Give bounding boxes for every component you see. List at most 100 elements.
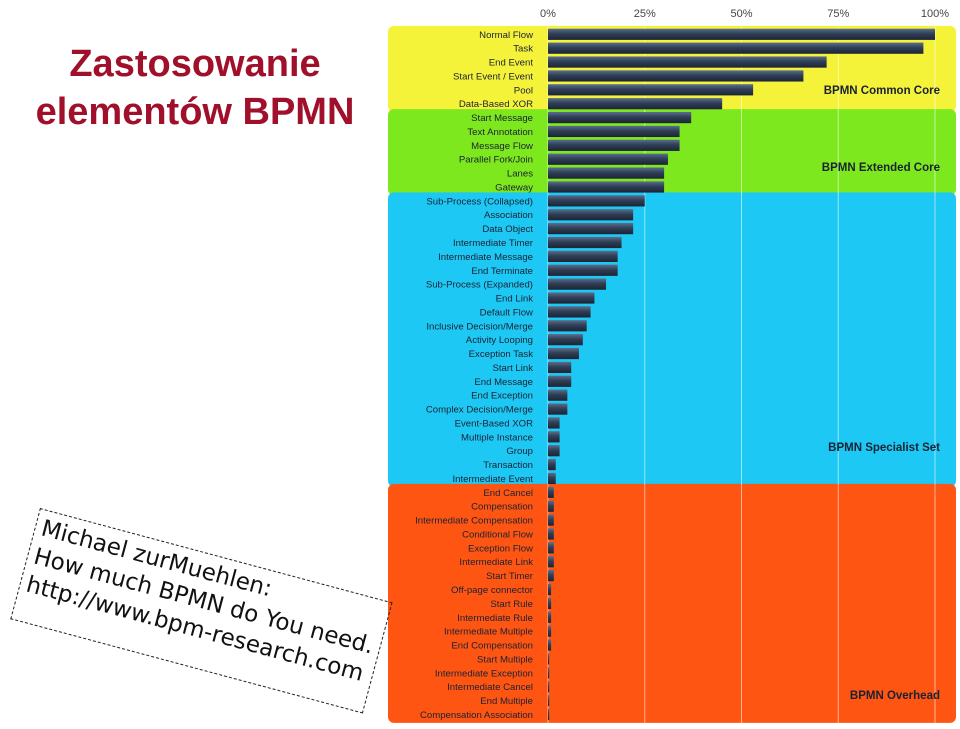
category-label: Complex Decision/Merge <box>426 405 533 416</box>
category-label: Intermediate Exception <box>435 668 533 679</box>
bar <box>548 209 634 221</box>
bar <box>548 708 550 721</box>
category-label: Multiple Instance <box>461 432 533 443</box>
bar <box>548 431 560 443</box>
category-label: Data-Based XOR <box>459 99 533 110</box>
group-panel <box>388 192 956 487</box>
category-label: Parallel Fork/Join <box>459 155 533 166</box>
bar <box>548 486 554 498</box>
category-label: End Terminate <box>471 266 533 277</box>
x-tick-label: 100% <box>921 8 949 20</box>
bar <box>548 445 560 457</box>
bar <box>548 28 935 40</box>
bar <box>548 625 552 637</box>
bar <box>548 472 556 485</box>
bar <box>548 56 827 68</box>
bar <box>548 500 554 512</box>
bar <box>548 195 645 207</box>
slide-title-line: elementów BPMN <box>35 91 355 133</box>
category-label: End Multiple <box>480 696 533 707</box>
category-label: Intermediate Message <box>438 252 533 263</box>
bar <box>548 306 591 318</box>
bar <box>548 278 607 290</box>
bar <box>548 417 560 429</box>
category-label: Gateway <box>495 182 533 193</box>
category-label: Default Flow <box>480 307 533 318</box>
category-label: End Message <box>474 377 533 388</box>
bar <box>548 167 665 179</box>
category-label: Exception Task <box>469 349 534 360</box>
bar <box>548 389 568 401</box>
x-tick-label: 50% <box>730 8 752 20</box>
bar <box>548 223 634 235</box>
category-label: Activity Looping <box>466 335 533 346</box>
category-label: Group <box>506 446 533 457</box>
category-label: Normal Flow <box>479 30 533 41</box>
category-label: Off-page connector <box>451 585 534 596</box>
bar <box>548 320 587 332</box>
bar <box>548 458 556 471</box>
category-label: Start Event / Event <box>453 71 533 82</box>
bar <box>548 528 554 540</box>
bar <box>548 84 754 96</box>
category-label: Data Object <box>482 224 533 235</box>
bar <box>548 694 550 707</box>
category-label: Intermediate Compensation <box>415 516 533 527</box>
x-tick-label: 25% <box>634 8 656 20</box>
category-label: Start Rule <box>490 599 533 610</box>
bar <box>548 639 552 651</box>
category-label: Intermediate Rule <box>457 613 533 624</box>
category-label: End Compensation <box>451 641 533 652</box>
bar <box>548 542 554 554</box>
bar <box>548 514 554 526</box>
category-label: Start Multiple <box>477 654 533 665</box>
category-label: Pool <box>514 85 533 96</box>
category-label: Intermediate Event <box>452 474 533 485</box>
slide-title-line: Zastosowanie <box>69 43 321 85</box>
bar <box>548 292 595 304</box>
category-label: Compensation <box>471 502 533 513</box>
bar <box>548 42 924 54</box>
x-tick-label: 0% <box>540 8 556 20</box>
group-panel <box>388 483 956 723</box>
bar <box>548 125 680 138</box>
bar <box>548 98 723 110</box>
category-label: Start Timer <box>486 571 534 582</box>
bar <box>548 653 550 665</box>
category-label: Intermediate Timer <box>453 238 534 249</box>
category-label: Start Message <box>471 113 533 124</box>
bar <box>548 570 554 582</box>
bar <box>548 111 692 124</box>
category-label: Event-Based XOR <box>455 418 533 429</box>
group-label: BPMN Common Core <box>824 85 940 97</box>
bar <box>548 153 668 165</box>
category-label: Exception Flow <box>468 543 533 554</box>
bar <box>548 334 583 346</box>
bar <box>548 667 550 679</box>
category-label: Conditional Flow <box>462 529 533 540</box>
slide-title: Zastosowanie elementów BPMN <box>10 40 380 136</box>
category-label: Intermediate Multiple <box>444 627 533 638</box>
category-label: Transaction <box>483 460 533 471</box>
category-label: End Link <box>496 294 534 305</box>
category-label: Message Flow <box>471 141 533 152</box>
bar <box>548 611 552 623</box>
bar <box>548 375 572 387</box>
category-label: Sub-Process (Collapsed) <box>426 196 533 207</box>
category-label: Intermediate Link <box>459 557 533 568</box>
category-label: Start Link <box>492 363 533 374</box>
bar <box>548 556 554 568</box>
bar <box>548 403 568 415</box>
category-label: Compensation Association <box>420 710 533 721</box>
bar <box>548 361 572 374</box>
bar <box>548 264 618 276</box>
category-label: Text Annotation <box>467 127 533 138</box>
category-label: Sub-Process (Expanded) <box>426 280 533 291</box>
bar <box>548 583 552 596</box>
group-panel <box>388 109 956 196</box>
category-label: End Event <box>489 58 534 69</box>
group-label: BPMN Specialist Set <box>828 442 940 454</box>
group-label: BPMN Overhead <box>850 690 940 702</box>
category-label: Lanes <box>507 169 533 180</box>
